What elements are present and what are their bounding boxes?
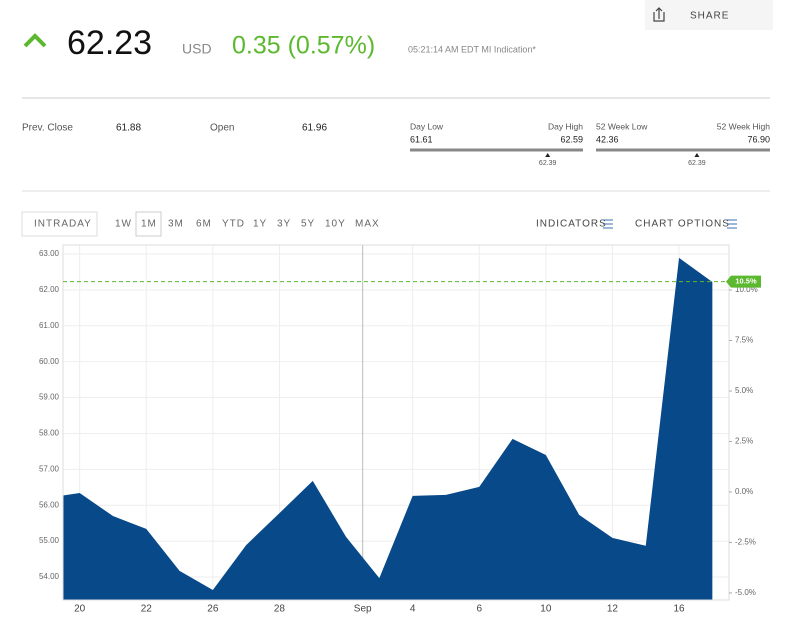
price: 62.23 [67,24,152,62]
y2-tick-label: 10.0% [735,285,758,294]
y-tick-label: 56.00 [39,500,60,509]
x-tick-label: 26 [207,604,219,615]
range-low-label: 52 Week Low [596,121,648,131]
tabs: INTRADAY INDICATORS CHART OPTIONS 1W 1M 3M… [21,211,737,237]
range-low-label: Day Low [410,121,444,131]
y-tick-label: 55.00 [39,536,60,545]
stat-label: Prev. Close [22,123,73,134]
share-label[interactable]: SHARE [690,11,729,22]
change: 0.35 (0.57%) [232,32,375,60]
period-tab[interactable]: 3Y [277,219,291,230]
share-box[interactable] [645,0,773,30]
current-label: 10.5% [735,277,757,286]
range-low: 42.36 [596,134,619,144]
x-tick-label: Sep [354,604,372,615]
y-tick-label: 62.00 [39,285,60,294]
x-tick-label: 12 [607,604,619,615]
period-tab[interactable]: 1W [115,219,132,230]
intraday-box[interactable] [21,211,98,237]
stat-value: 61.88 [116,123,141,134]
chart: 54.00 55.00 56.00 57.00 58.00 59.00 60.00 61.00… [39,244,761,615]
period-tab[interactable]: 1M [141,219,157,230]
period-tab[interactable]: 10Y [325,219,346,230]
range-high-label: 52 Week High [717,121,771,131]
y2-tick-label: 5.0% [735,386,753,395]
range-current: 62.39 [539,160,557,167]
x-tick-label: 4 [410,604,416,615]
menu-icon [727,219,737,229]
price-area [63,257,713,600]
x-tick-label: 6 [476,604,482,615]
indicators[interactable]: INDICATORS [536,219,607,230]
range-marker [545,153,551,157]
stat-label: Open [210,123,234,134]
y2-tick-label: -5.0% [735,588,756,597]
x-tick-label: 20 [74,604,86,615]
share-button[interactable]: SHARE [645,0,773,30]
y2-tick-label: 2.5% [735,437,753,446]
menu-icon [603,219,613,229]
y2-tick-label: -2.5% [735,538,756,547]
x-tick-label: 22 [141,604,153,615]
x-tick-label: 10 [540,604,552,615]
period-tab[interactable]: 5Y [301,219,315,230]
y-tick-label: 63.00 [39,249,60,258]
stats: Prev. Close 61.88 Open 61.96 Day Low Day High… [22,121,770,167]
y-tick-label: 58.00 [39,429,60,438]
up-arrow [23,33,47,48]
x-tick-label: 16 [673,604,685,615]
y-tick-label: 54.00 [39,572,60,581]
range-high: 76.90 [747,134,770,144]
x-tick-label: 28 [274,604,286,615]
range-marker [694,153,700,157]
plot-frame [62,244,730,601]
y-tick-label: 61.00 [39,321,60,330]
y-tick-label: 59.00 [39,393,60,402]
intraday-tab[interactable]: INTRADAY [34,219,92,230]
period-tab[interactable]: 3M [168,219,184,230]
chart-options[interactable]: CHART OPTIONS [635,219,730,230]
y-tick-label: 60.00 [39,357,60,366]
currency: USD [182,41,212,57]
y2-tick-label: 0.0% [735,487,753,496]
share-icon [653,7,665,22]
range-high: 62.59 [560,134,583,144]
period-tab[interactable]: YTD [222,219,245,230]
selected-tab [135,211,162,237]
range-high-label: Day High [548,121,583,131]
quote-time: 05:21:14 AM EDT MI Indication* [408,44,536,54]
range-current: 62.39 [688,160,706,167]
period-tab[interactable]: MAX [355,219,380,230]
period-tab[interactable]: 6M [196,219,212,230]
y-tick-label: 57.00 [39,464,60,473]
period-tab[interactable]: 1Y [253,219,267,230]
current-tag [726,275,761,288]
y2-tick-label: 7.5% [735,336,753,345]
range-low: 61.61 [410,134,433,144]
stat-value: 61.96 [302,123,327,134]
